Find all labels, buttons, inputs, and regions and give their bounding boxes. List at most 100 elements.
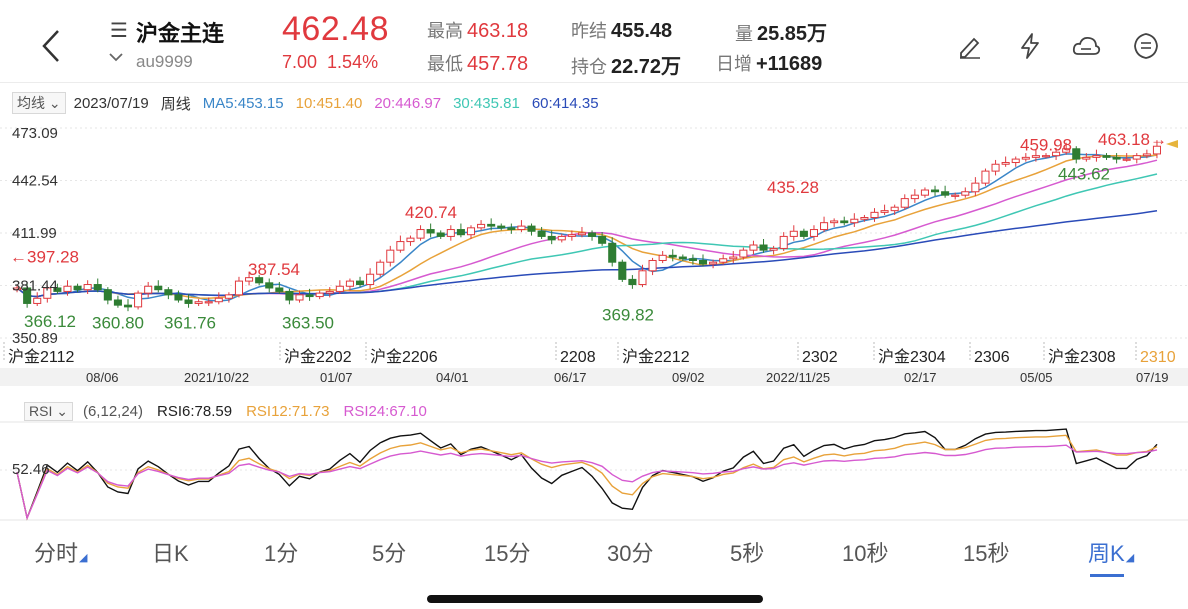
candle-body	[134, 292, 143, 308]
candle-body	[981, 170, 990, 184]
chevron-down-icon[interactable]	[108, 50, 124, 68]
rsi-params: (6,12,24)	[82, 402, 144, 420]
price-annotation: 387.54	[248, 260, 300, 279]
tab-2[interactable]: 日K	[152, 536, 189, 568]
ma60-line	[16, 210, 1158, 298]
candle-body	[325, 290, 334, 294]
ma-selector[interactable]: 均线 ⌄	[12, 92, 66, 114]
candle-body	[1092, 155, 1101, 158]
candlestick-chart[interactable]: 473.09 442.54 411.99 381.44 350.89 ←397.28 38…	[0, 120, 1188, 386]
instrument-title[interactable]: 沪金主连	[136, 21, 225, 46]
candle-body	[517, 225, 526, 231]
rsi24-line	[16, 444, 1158, 521]
change-value: 7.00	[282, 52, 318, 72]
change-percent: 1.54%	[327, 52, 379, 72]
date-label: 07/19	[1136, 370, 1169, 385]
date-label: 2021/10/22	[184, 370, 249, 385]
candle-body	[396, 241, 405, 251]
back-icon	[42, 30, 59, 62]
candle-body	[245, 277, 254, 282]
instrument-code[interactable]: au9999	[136, 52, 193, 71]
cloud-share-button[interactable]	[1070, 30, 1102, 62]
candle-body	[910, 194, 919, 200]
candle-body	[759, 244, 768, 251]
tab-label: 15秒	[963, 541, 1010, 566]
contract-label: 2306	[974, 349, 1010, 366]
candle-body	[103, 289, 112, 301]
ma5-value: MA5:453.15	[202, 94, 284, 112]
date-label: 08/06	[86, 370, 119, 385]
tab-8[interactable]: 10秒	[842, 536, 888, 568]
candle-body	[204, 301, 213, 304]
contract-label: 沪金2308	[1048, 348, 1116, 366]
candle-body	[739, 249, 748, 258]
tab-5[interactable]: 15分	[484, 536, 530, 568]
candle-body	[567, 234, 576, 237]
contract-label: 沪金2202	[284, 348, 352, 366]
candle-body	[527, 225, 536, 232]
candle-body	[930, 189, 940, 193]
rsi24-value: RSI24:67.10	[343, 402, 427, 420]
rsi-chart[interactable]: 52.46	[0, 421, 1188, 522]
list-button[interactable]	[1130, 30, 1162, 62]
candle-body	[497, 225, 506, 229]
candle-body	[709, 261, 718, 265]
lightning-button[interactable]	[1014, 30, 1046, 62]
candle-body	[638, 270, 647, 286]
candle-body	[769, 247, 778, 251]
y-tick-label: 473.09	[12, 125, 58, 142]
candle-body	[749, 244, 758, 251]
tab-label: 周K	[1088, 541, 1125, 566]
tab-9[interactable]: 15秒	[963, 536, 1009, 568]
stat-high: 最高 463.18	[427, 17, 528, 43]
tab-1[interactable]: 分时◢	[34, 536, 87, 568]
candle-body	[113, 299, 122, 306]
contract-label: 沪金2112	[8, 348, 75, 366]
candle-body	[1112, 156, 1121, 160]
candle-body	[1041, 155, 1051, 158]
menu-icon[interactable]: ☰	[110, 20, 128, 42]
candle-body	[43, 287, 52, 299]
date-label: 05/05	[1020, 370, 1053, 385]
price-change: 7.00 1.54%	[282, 52, 378, 73]
candle-body	[588, 232, 597, 237]
pencil-button[interactable]	[954, 30, 986, 62]
ma-period: 周线	[160, 95, 191, 113]
tab-3[interactable]: 1分	[264, 536, 298, 568]
home-indicator	[427, 595, 763, 603]
y-tick-label: 350.89	[12, 330, 58, 347]
back-button[interactable]	[36, 26, 66, 66]
tab-4[interactable]: 5分	[372, 536, 406, 568]
stat-high-label: 最高	[427, 21, 463, 41]
rsi-selector[interactable]: RSI ⌄	[24, 401, 73, 421]
y-tick-label: 381.44	[12, 278, 58, 295]
candle-body	[658, 254, 667, 261]
stat-high-value: 463.18	[467, 20, 529, 42]
ma10-value: 10:451.40	[295, 94, 363, 112]
candle-body	[809, 229, 819, 237]
rsi-selector-label: RSI	[29, 402, 53, 419]
stat-low-label: 最低	[427, 54, 463, 74]
stat-prev-close-label: 昨结	[571, 21, 607, 41]
y-tick-label: 442.54	[12, 173, 58, 190]
tab-label: 10秒	[842, 541, 889, 566]
tab-7[interactable]: 5秒	[730, 536, 764, 568]
candle-body	[214, 297, 223, 303]
tab-label: 1分	[264, 541, 299, 566]
tab-10[interactable]: 周K◢	[1088, 536, 1134, 568]
price-annotation: 459.98	[1020, 136, 1072, 155]
candle-body	[547, 235, 556, 241]
tab-label: 日K	[152, 541, 189, 566]
candle-body	[1031, 155, 1040, 158]
tab-6[interactable]: 30分	[607, 536, 653, 568]
stat-volume-value: 25.85万	[757, 23, 828, 45]
candle-body	[779, 235, 788, 249]
ma20-value: 20:446.97	[374, 94, 442, 112]
price-annotation: 366.12	[24, 312, 76, 331]
tab-label: 分时	[34, 541, 79, 566]
contract-label: 2302	[802, 349, 838, 366]
stat-daily-increase: 日增 +11689	[716, 50, 822, 76]
candle-body	[900, 198, 909, 208]
candle-body	[799, 230, 808, 237]
date-label: 04/01	[436, 370, 469, 385]
